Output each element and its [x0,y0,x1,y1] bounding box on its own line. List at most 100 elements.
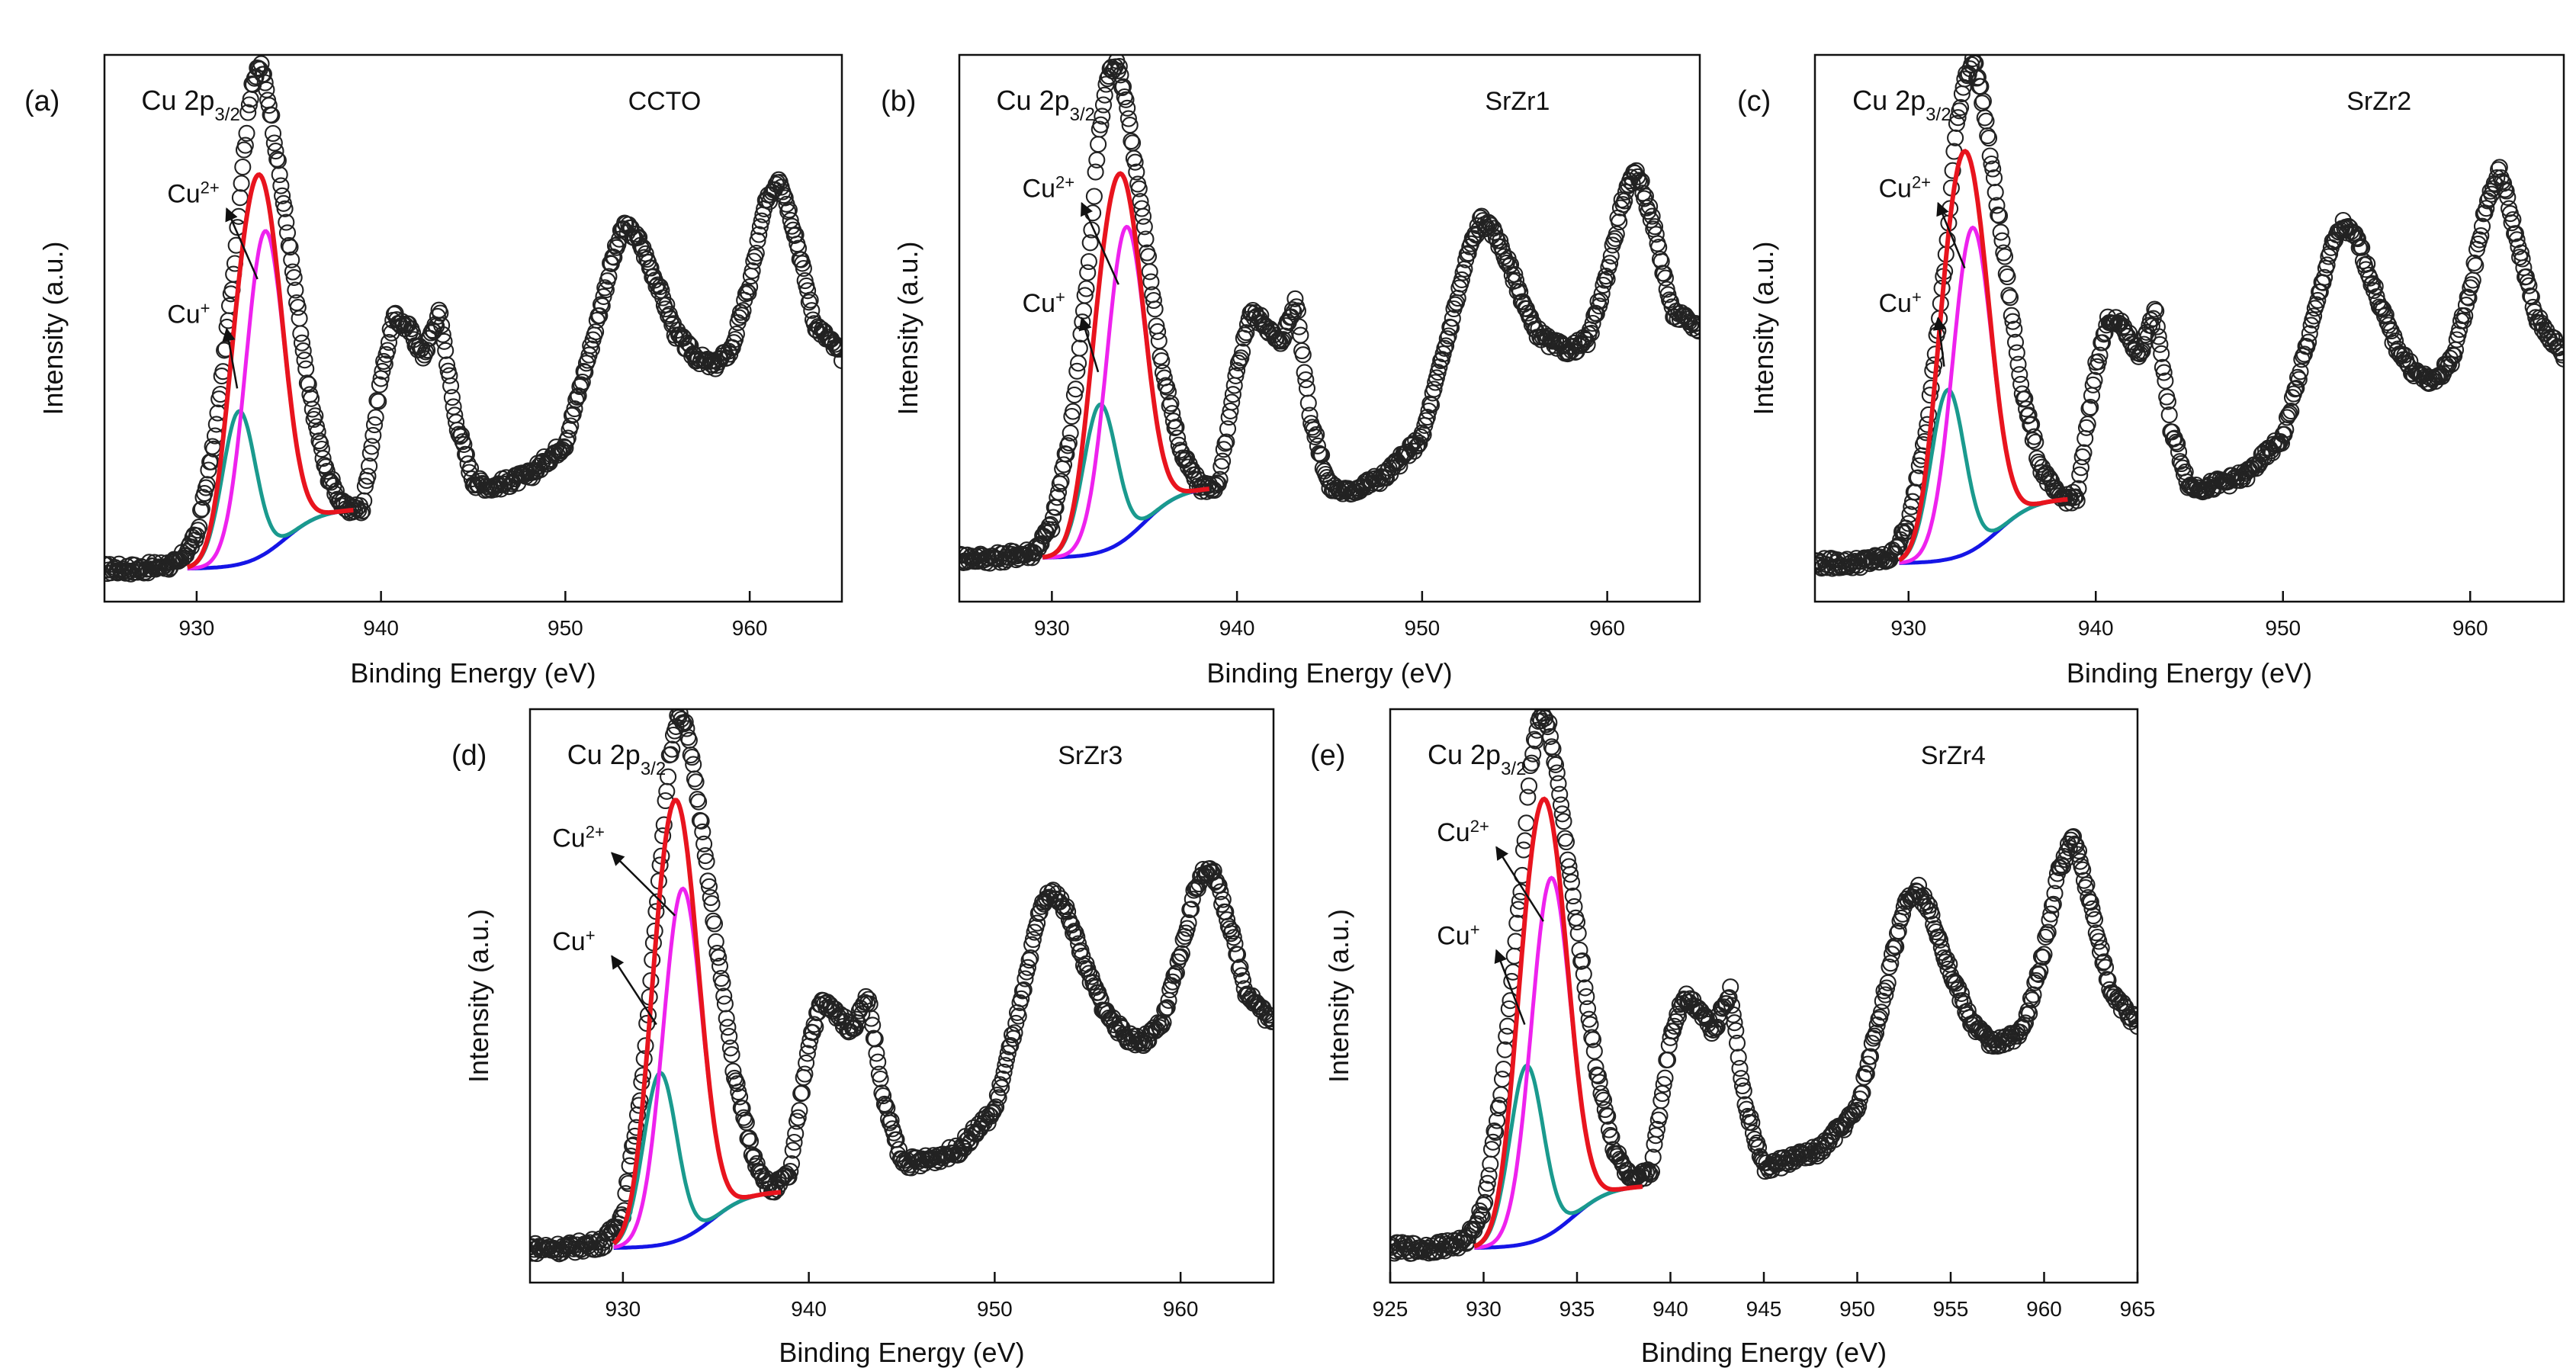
data-point [1571,941,1588,959]
data-point [1547,756,1565,773]
data-point [2480,190,2497,207]
x-tick-label: 965 [2120,1297,2156,1321]
data-point [2016,1014,2035,1032]
data-point [236,136,254,154]
data-point [1477,1180,1495,1198]
data-point [734,302,752,320]
data-point [294,342,312,360]
chart-panel-srzr3: (d) 930 940 950 960 Binding Energy (eV) Intens… [451,708,1275,1368]
data-point [741,278,759,296]
data-point [566,400,583,418]
data-point [2465,254,2483,271]
data-point [1555,813,1572,830]
data-point [2080,400,2098,418]
data-point [2160,406,2178,424]
data-point [2011,366,2028,384]
data-point [689,791,706,808]
data-point [658,782,676,800]
data-point [1890,923,1907,940]
data-point [2349,230,2366,248]
data-point [2554,346,2564,364]
data-point [303,390,320,407]
data-point [577,363,594,381]
data-point [1002,1037,1020,1055]
data-point [1168,419,1185,436]
data-point [1528,721,1546,739]
data-point [1608,225,1625,242]
cu1-component-curve [612,1071,763,1246]
data-point [1492,232,1509,249]
data-point [703,895,721,913]
data-point [875,1087,892,1105]
data-point [1985,169,2003,187]
data-point [782,1154,801,1173]
data-point [573,376,590,393]
data-point [2448,331,2465,348]
data-point [246,69,263,87]
data-point [1067,381,1084,398]
data-point [1184,891,1201,908]
data-point [1158,999,1176,1016]
data-point [2309,291,2327,309]
data-point [2472,227,2490,245]
data-point [1722,978,1739,996]
data-point [2504,210,2522,229]
data-point [285,268,303,286]
data-point [1633,172,1650,190]
data-point [2348,229,2366,246]
data-point [2295,345,2313,363]
data-point [1224,386,1241,403]
data-point [798,1054,815,1071]
data-point [1592,292,1610,310]
data-point [750,226,768,243]
data-point [1229,361,1246,379]
data-point [695,835,713,853]
data-point [1487,230,1505,247]
data-point [2552,344,2564,361]
data-point [830,339,842,357]
data-point [264,124,282,143]
data-point [1731,1060,1749,1077]
data-point [2290,371,2308,388]
data-point [263,107,281,124]
data-point [1550,775,1567,792]
x-tick-label: 960 [1589,616,1625,640]
data-point [1090,136,1107,153]
annotation-arrow [1081,201,1119,285]
data-point [1589,1067,1608,1085]
data-point [776,189,794,207]
data-point [1551,785,1569,803]
data-point [1092,991,1110,1009]
y-axis-label: Intensity (a.u.) [1323,909,1354,1083]
data-point [1996,248,2014,265]
data-point [789,1109,807,1126]
data-point [1261,1007,1274,1024]
data-point [1096,86,1113,104]
data-point [827,336,842,353]
data-point [631,229,648,246]
data-point [1290,318,1308,336]
data-point [2006,320,2023,338]
data-point [1707,1020,1725,1037]
data-point [1130,180,1148,197]
data-point [1659,1051,1677,1068]
data-point [1920,406,1938,423]
data-point [805,1016,823,1033]
data-point [2551,338,2564,355]
data-point [1289,302,1306,320]
data-point [1225,929,1242,946]
panel-letter: (e) [1310,740,1345,772]
data-point [1007,1014,1025,1032]
data-point [710,949,728,966]
y-axis-label: Intensity (a.u.) [1748,241,1779,415]
data-point [1974,92,1992,110]
data-point [1948,981,1966,998]
data-point [553,442,570,460]
data-point [1178,920,1196,937]
data-point [832,340,842,358]
chart-panel-ccto: (a) 930 940 950 960 Binding Energy (eV) Intens… [24,53,843,689]
data-point [780,201,798,219]
data-point [1432,352,1450,370]
data-point [2153,345,2170,362]
data-point [2038,464,2055,482]
